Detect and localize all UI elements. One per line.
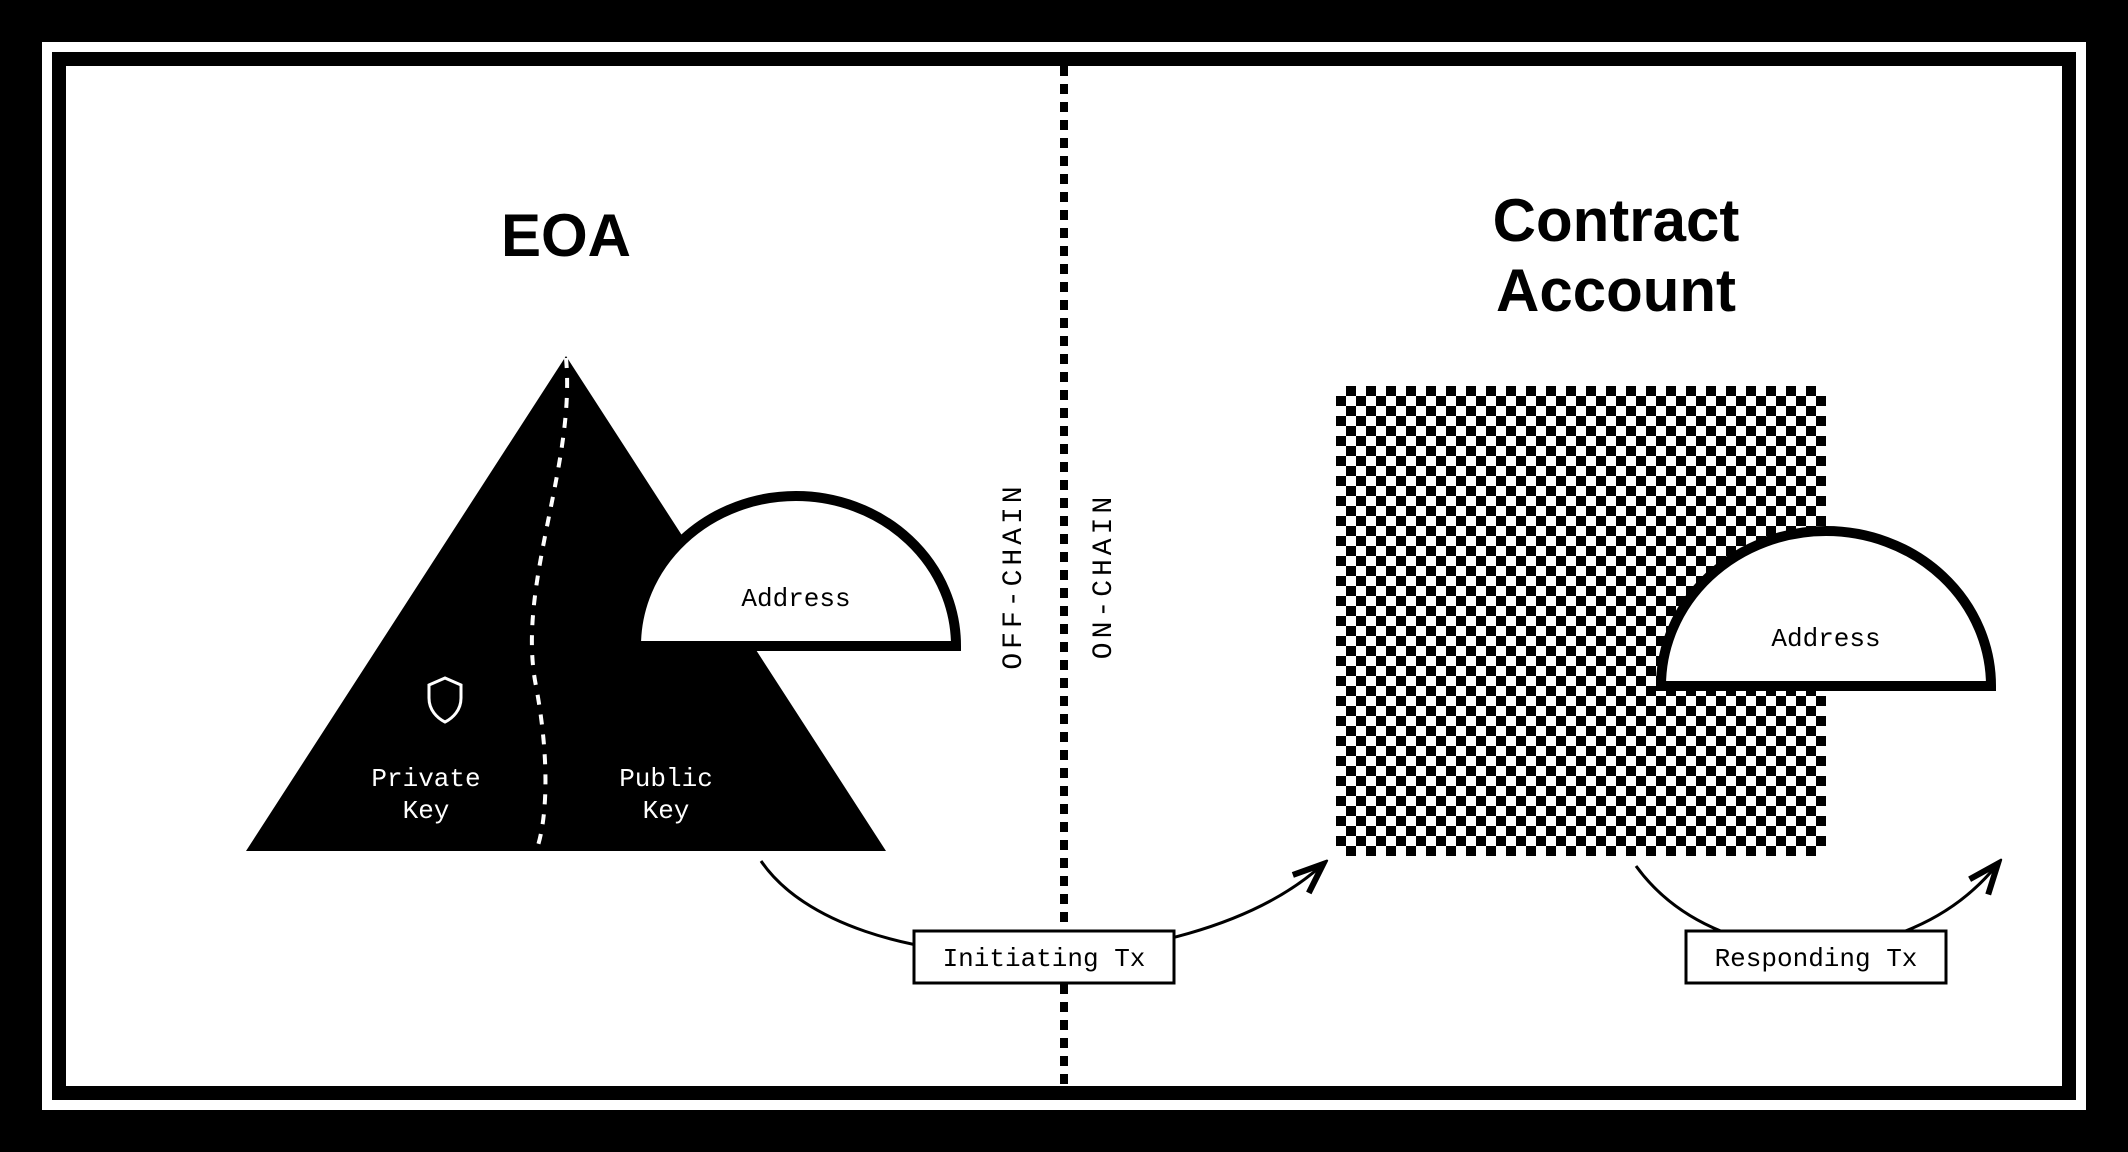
- private-key-label-2: Key: [403, 796, 450, 826]
- contract-title-2: Account: [1496, 257, 1736, 324]
- on-chain-label: ON-CHAIN: [1089, 493, 1120, 659]
- contract-address-label: Address: [1771, 624, 1880, 654]
- eoa-address-label: Address: [741, 584, 850, 614]
- initiating-tx-label: Initiating Tx: [943, 944, 1146, 974]
- public-key-label-2: Key: [643, 796, 690, 826]
- diagram-svg: OFF-CHAIN ON-CHAIN EOA Private Key Publi…: [66, 66, 2062, 1086]
- private-key-label-1: Private: [371, 764, 480, 794]
- responding-tx-label: Responding Tx: [1715, 944, 1918, 974]
- public-key-label-1: Public: [619, 764, 713, 794]
- responding-tx-box: Responding Tx: [1686, 931, 1946, 983]
- eoa-address-dome: Address: [636, 496, 956, 646]
- off-chain-label: OFF-CHAIN: [999, 482, 1030, 669]
- initiating-tx-box: Initiating Tx: [914, 931, 1174, 983]
- contract-title-1: Contract: [1493, 187, 1740, 254]
- diagram-canvas: OFF-CHAIN ON-CHAIN EOA Private Key Publi…: [66, 66, 2062, 1086]
- eoa-title: EOA: [501, 202, 631, 269]
